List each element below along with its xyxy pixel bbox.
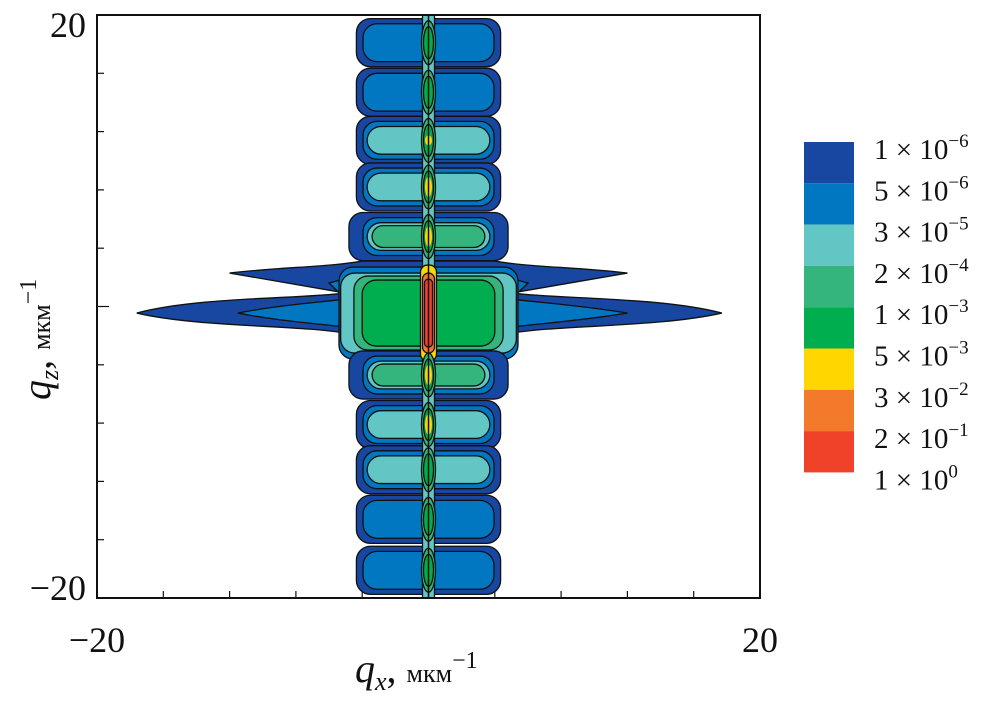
x-tick-label-min: −20 — [69, 620, 125, 660]
y-tick-label-min: −20 — [30, 568, 86, 608]
legend-swatch — [804, 265, 854, 308]
legend-label: 2 × 10−1 — [874, 420, 969, 455]
legend-swatch — [804, 307, 854, 349]
legend-swatch — [804, 224, 854, 266]
y-axis-label: qz, мкм−1 — [14, 279, 64, 400]
legend-label: 3 × 10−5 — [874, 214, 969, 249]
legend-label: 2 × 10−4 — [874, 255, 969, 290]
legend-label: 1 × 10−3 — [874, 296, 969, 331]
contour-area — [136, 15, 723, 598]
legend-swatch — [804, 389, 854, 432]
x-axis-label: qx, мкм−1 — [355, 646, 478, 696]
legend-swatch — [804, 431, 854, 473]
legend-label: 5 × 10−3 — [874, 338, 969, 373]
legend-label: 3 × 10−2 — [874, 379, 969, 414]
legend: 1 × 10−6 5 × 10−6 3 × 10−5 2 × 10−4 1 × 10−3… — [804, 131, 969, 496]
legend-label: 1 × 100 — [874, 461, 958, 496]
y-tick-label-max: 20 — [50, 5, 86, 45]
legend-swatch — [804, 348, 854, 390]
legend-label: 5 × 10−6 — [874, 172, 969, 207]
legend-swatch — [804, 142, 854, 184]
legend-swatch — [804, 183, 854, 225]
legend-label: 1 × 10−6 — [874, 131, 969, 166]
axis-ticks — [96, 14, 761, 599]
x-tick-label-max: 20 — [742, 620, 778, 660]
